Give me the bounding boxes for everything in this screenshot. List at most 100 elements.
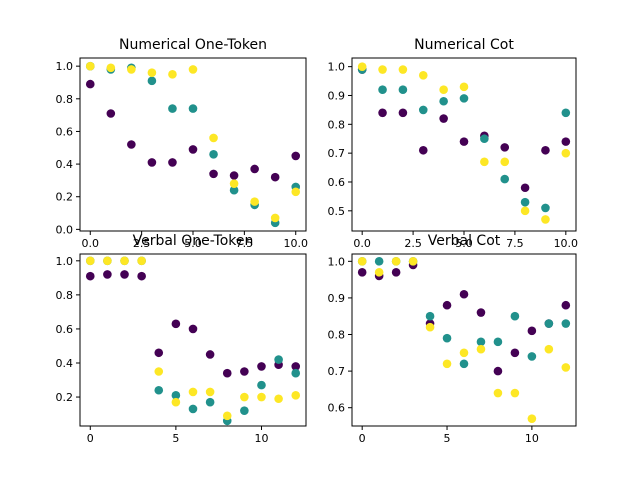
data-point	[106, 109, 116, 118]
data-point	[137, 271, 146, 281]
data-point	[541, 203, 550, 213]
data-point	[103, 270, 112, 279]
data-point	[103, 256, 112, 266]
data-point	[476, 308, 486, 317]
data-point	[374, 268, 384, 277]
data-point	[229, 185, 239, 195]
data-point	[561, 108, 571, 118]
chart-panel-3: 0 5 10 0.2 0.4 0.6 0.8 1.0 Verbal One-Token	[56, 233, 307, 445]
x-tick-label: 7.5	[236, 237, 254, 250]
data-point	[137, 256, 146, 266]
data-point	[561, 300, 571, 310]
data-point	[274, 394, 283, 404]
data-point	[147, 68, 157, 77]
chart-panel-1: 0.0 2.5 5.0 7.5 10.0 0.0 0.2 0.4 0.6 0.8 1.0 Numeri…	[56, 37, 308, 250]
data-point	[291, 362, 301, 371]
data-point	[541, 145, 550, 155]
data-point	[391, 268, 401, 277]
data-point	[274, 355, 283, 364]
data-point	[391, 257, 401, 266]
data-point	[222, 368, 232, 378]
data-point	[520, 206, 530, 216]
data-point	[378, 85, 387, 95]
data-point	[476, 337, 486, 347]
x-tick-label: 5.0	[455, 237, 473, 250]
x-tick-label: 2.5	[404, 237, 422, 250]
y-tick-label: 0.9	[328, 292, 346, 305]
data-point	[500, 157, 510, 167]
data-point	[442, 359, 452, 369]
y-tick-label: 0.4	[56, 357, 74, 370]
data-point	[439, 85, 448, 95]
data-point	[510, 311, 520, 321]
x-tick-label: 0.0	[82, 237, 100, 250]
y-tick-label: 1.0	[328, 61, 346, 74]
y-tick-label: 0.6	[328, 402, 346, 415]
data-point	[147, 158, 157, 167]
data-point	[357, 62, 367, 71]
data-point	[240, 392, 249, 402]
data-point	[418, 105, 428, 115]
data-point	[459, 82, 469, 92]
data-point	[270, 213, 280, 223]
data-point	[398, 85, 408, 95]
data-point	[120, 270, 129, 279]
x-tick-label: 10	[254, 432, 268, 445]
data-point	[520, 183, 530, 193]
data-point	[527, 414, 537, 423]
data-point	[257, 392, 266, 402]
data-point	[205, 397, 215, 407]
y-tick-label: 0.4	[56, 158, 74, 171]
data-point	[85, 256, 95, 266]
data-point	[541, 215, 550, 224]
data-point	[168, 104, 177, 113]
data-point	[561, 137, 571, 146]
y-tick-label: 0.6	[56, 125, 74, 138]
chart-panel-2: 0.0 2.5 5.0 7.5 10.0 0.5 0.6 0.7 0.8 0.9 1.0 Numeri…	[328, 37, 579, 250]
axes-frame	[79, 57, 307, 232]
x-tick-label: 0	[87, 432, 94, 445]
y-tick-label: 0.9	[328, 89, 346, 102]
chart-title: Numerical Cot	[414, 37, 514, 53]
data-point	[561, 363, 571, 372]
axes-frame	[79, 253, 307, 427]
x-tick-label: 10.0	[283, 237, 308, 250]
y-tick-label: 1.0	[56, 255, 74, 268]
data-point	[527, 326, 537, 336]
data-point	[425, 311, 435, 321]
data-point	[171, 397, 181, 407]
data-point	[476, 344, 486, 354]
data-point	[291, 368, 301, 378]
data-point	[205, 350, 215, 359]
data-point	[527, 352, 537, 361]
y-tick-label: 0.8	[328, 329, 346, 342]
data-point	[222, 411, 232, 421]
data-point	[209, 169, 218, 179]
data-point	[561, 148, 571, 158]
data-point	[500, 143, 510, 152]
x-tick-label: 0.0	[353, 237, 371, 250]
data-point	[270, 172, 280, 182]
data-point	[120, 256, 129, 266]
data-point	[85, 271, 95, 281]
data-point	[188, 387, 198, 397]
data-point	[520, 197, 530, 207]
x-tick-label: 10	[525, 432, 539, 445]
x-tick-label: 5.0	[184, 237, 202, 250]
y-tick-label: 0.2	[56, 391, 74, 404]
data-point	[480, 134, 489, 144]
data-point	[188, 104, 198, 113]
data-point	[418, 71, 428, 80]
data-point	[544, 319, 554, 328]
data-point	[418, 145, 428, 155]
data-point	[257, 380, 266, 390]
data-point	[442, 333, 452, 343]
x-tick-label: 0	[359, 432, 366, 445]
data-point	[229, 179, 239, 188]
data-point	[168, 70, 177, 79]
data-point	[500, 174, 510, 184]
data-point	[188, 65, 198, 74]
data-point	[127, 65, 136, 74]
data-point	[229, 171, 239, 180]
y-tick-label: 0.2	[56, 191, 74, 204]
